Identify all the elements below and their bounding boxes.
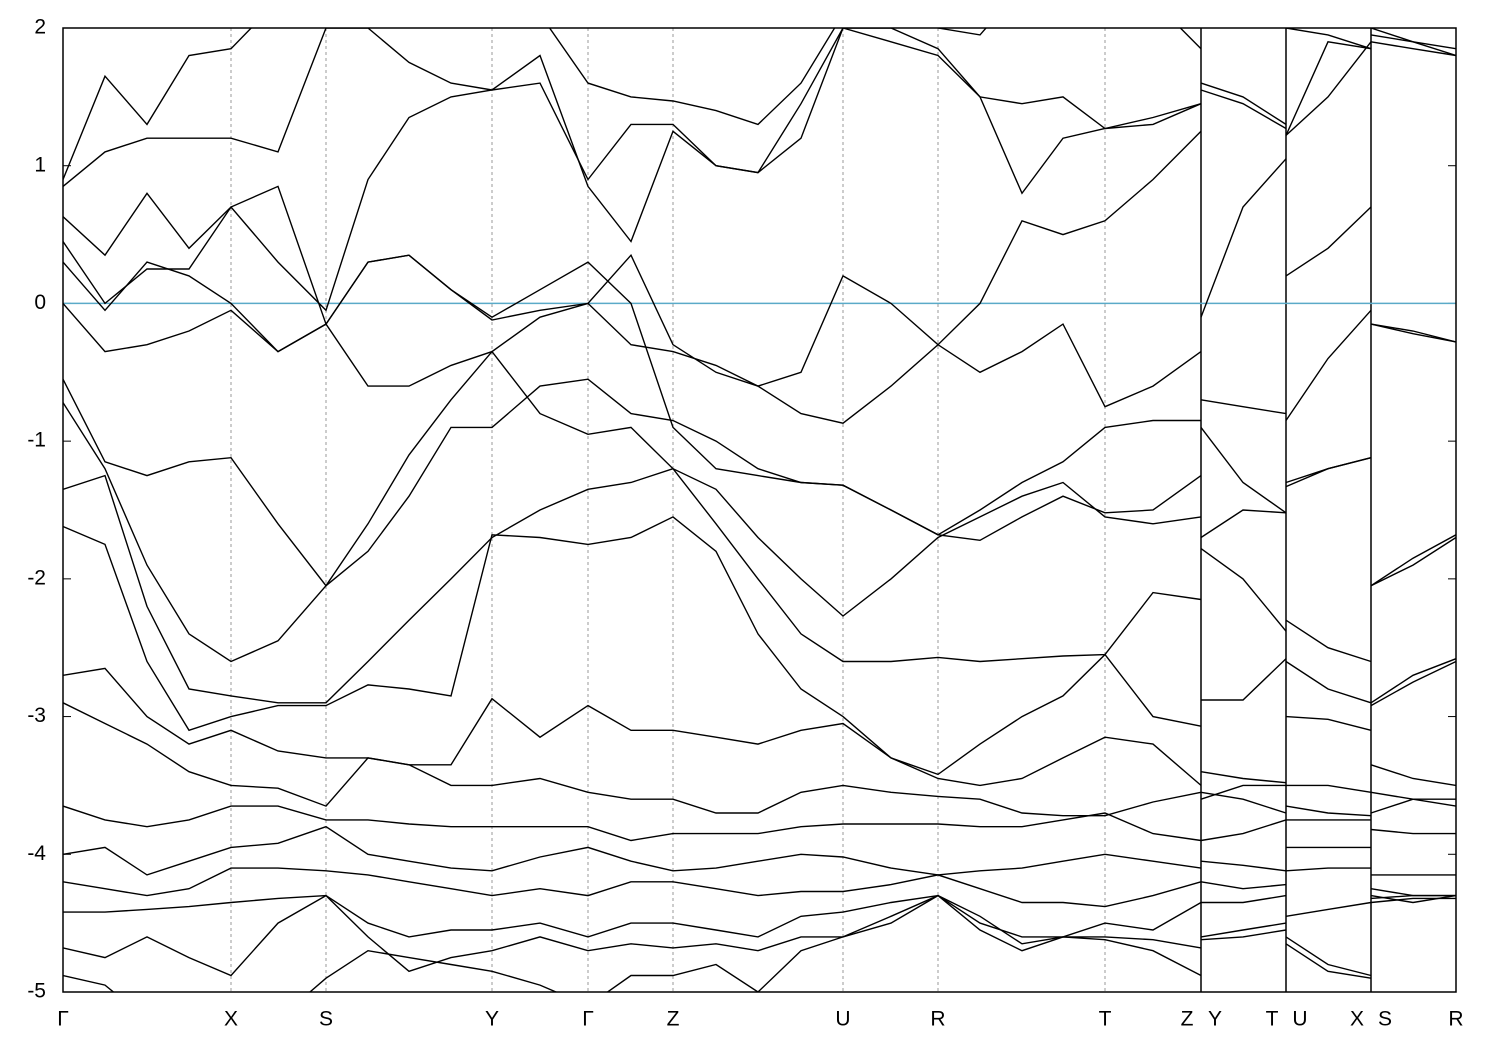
band-line: [1285, 41, 1372, 136]
band-line: [1370, 660, 1456, 707]
band-line: [63, 130, 1202, 387]
band-line: [63, 350, 1202, 663]
band-line: [1200, 819, 1287, 842]
band-line: [1200, 509, 1287, 539]
y-tick-label: -5: [27, 980, 46, 1003]
band-line: [1285, 457, 1372, 488]
band-line: [1370, 894, 1456, 900]
band-line: [1285, 901, 1372, 917]
band-line: [63, 805, 1202, 842]
band-line: [1370, 897, 1456, 904]
band-line: [1200, 548, 1287, 632]
band-line: [63, 378, 1202, 587]
band-line: [63, 702, 1202, 817]
band-line: [1370, 34, 1456, 57]
x-tick-label: T: [1266, 1008, 1279, 1031]
band-line: [1285, 619, 1372, 663]
band-line: [63, 28, 1202, 312]
y-tick-label: -3: [27, 704, 46, 727]
band-line: [63, 28, 1202, 195]
plot-frame: [62, 27, 1457, 993]
band-line: [1200, 89, 1287, 130]
band-line: [63, 254, 1201, 536]
band-line: [1370, 323, 1456, 343]
band-line: [1200, 82, 1287, 125]
band-line: [1200, 922, 1287, 938]
band-line: [1200, 784, 1286, 800]
band-line: [1200, 399, 1287, 415]
band-line: [1285, 943, 1372, 979]
x-tick-label: Z: [1181, 1008, 1194, 1031]
y-tick-label: 0: [34, 291, 46, 314]
band-line: [63, 894, 1202, 977]
band-line: [63, 894, 1202, 992]
band-line: [1285, 28, 1372, 50]
band-line: [1285, 867, 1371, 872]
band-line: [1370, 536, 1456, 587]
band-line: [63, 825, 1202, 876]
x-tick-label: S: [319, 1008, 333, 1031]
band-line: [1370, 28, 1456, 50]
band-line: [63, 667, 1202, 787]
band-line: [1286, 784, 1372, 793]
x-tick-label: Γ: [582, 1008, 594, 1031]
band-line: [1285, 715, 1372, 731]
bands: [63, 28, 1456, 992]
band-line: [63, 467, 1202, 704]
band-line: [1200, 881, 1287, 890]
band-line: [1200, 929, 1287, 941]
band-line: [63, 516, 1202, 776]
band-line: [1370, 658, 1456, 704]
band-line: [1285, 805, 1372, 817]
band-line: [1285, 660, 1372, 704]
grid: [63, 27, 1456, 993]
band-line: [1370, 764, 1456, 787]
band-line: [1370, 888, 1456, 897]
band-line: [1200, 860, 1287, 872]
x-tick-label: Z: [667, 1008, 680, 1031]
x-tick-label: S: [1378, 1008, 1392, 1031]
band-line: [1285, 309, 1372, 421]
x-tick-label: Y: [1208, 1008, 1222, 1031]
band-line: [1370, 798, 1456, 814]
band-line: [1201, 894, 1287, 904]
band-line: [1285, 457, 1372, 484]
band-line: [1285, 936, 1372, 977]
band-line: [1200, 771, 1287, 784]
y-tick-label: -4: [27, 842, 46, 865]
band-line: [1370, 828, 1456, 835]
band-line: [1370, 323, 1456, 343]
band-line: [63, 28, 1202, 180]
x-tick-label: U: [835, 1008, 850, 1031]
x-tick-label: R: [930, 1008, 945, 1031]
y-tick-label: 2: [34, 16, 46, 39]
band-line: [1285, 41, 1372, 136]
x-tick-label: X: [1350, 1008, 1364, 1031]
y-tick-label: -2: [27, 566, 46, 589]
band-line: [1370, 41, 1456, 57]
x-tick-label: Γ: [57, 1008, 69, 1031]
y-tick-label: 1: [34, 153, 46, 176]
band-line: [1200, 426, 1287, 514]
x-tick-label: R: [1448, 1008, 1463, 1031]
band-line: [63, 894, 1202, 938]
band-line: [63, 867, 1202, 908]
x-tick-label: U: [1292, 1008, 1307, 1031]
band-line: [63, 302, 1202, 424]
x-tick-label: Y: [485, 1008, 499, 1031]
band-line: [1200, 158, 1287, 318]
band-line: [1370, 534, 1456, 587]
x-tick-label: X: [224, 1008, 238, 1031]
band-line: [1285, 206, 1372, 277]
x-tick-label: T: [1099, 1008, 1112, 1031]
band-line: [1201, 658, 1287, 701]
y-tick-label: -1: [27, 429, 46, 452]
